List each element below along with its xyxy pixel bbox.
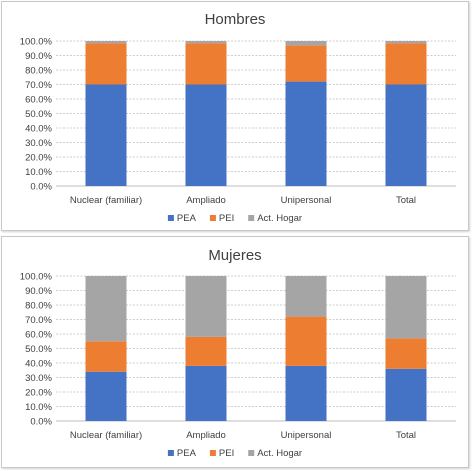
bar-act-hogar-ampliado [185, 276, 227, 337]
legend-item-pea: PEA [167, 448, 197, 459]
legend-item-pea: PEA [167, 213, 197, 224]
chart-panel-mujeres: Mujeres 0.0% 10.0% 20.0% 30.0% 40.0% 50.0% 60.0… [1, 236, 469, 468]
bar-pei-nuclear-familiar [85, 341, 127, 372]
y-tick-label: 60.0% [25, 95, 52, 106]
chart-title: Hombres [205, 11, 266, 28]
x-category-label: Total [396, 430, 416, 441]
bar-pei-total [385, 338, 427, 369]
y-tick-label: 40.0% [25, 124, 52, 135]
x-category-label: Ampliado [186, 195, 226, 206]
legend-item-act-hogar: Act. Hogar [248, 448, 302, 459]
bar-pea-nuclear-familiar [85, 371, 127, 421]
bar-act-hogar-unipersonal [285, 41, 327, 46]
y-tick-label: 100.0% [20, 272, 53, 283]
y-tick-label: 70.0% [25, 80, 52, 91]
y-tick-label: 0.0% [30, 182, 52, 193]
bar-pea-ampliado [185, 84, 227, 186]
y-tick-label: 10.0% [25, 167, 52, 178]
bar-act-hogar-nuclear-familiar [85, 276, 127, 342]
bar-act-hogar-ampliado [185, 41, 227, 44]
legend-item-act-hogar: Act. Hogar [248, 213, 302, 224]
legend-swatch [209, 450, 216, 456]
bar-pea-nuclear-familiar [85, 84, 127, 186]
y-tick-label: 70.0% [25, 315, 52, 326]
legend: PEA PEI Act. Hogar [167, 213, 302, 224]
y-tick-label: 90.0% [25, 286, 52, 297]
bar-act-hogar-nuclear-familiar [85, 41, 127, 44]
y-tick-label: 20.0% [25, 153, 52, 164]
y-tick-label: 50.0% [25, 109, 52, 120]
x-category-label: Nuclear (familiar) [70, 195, 142, 206]
legend-label: Act. Hogar [257, 448, 302, 459]
bar-pea-total [385, 84, 427, 186]
legend-swatch [209, 215, 216, 221]
legend-item-pei: PEI [209, 213, 234, 224]
legend: PEA PEI Act. Hogar [167, 448, 302, 459]
y-tick-label: 60.0% [25, 330, 52, 341]
x-category-label: Unipersonal [281, 195, 332, 206]
y-tick-label: 30.0% [25, 373, 52, 384]
bar-pei-ampliado [185, 336, 227, 366]
legend-swatch [248, 450, 255, 456]
legend-item-pei: PEI [209, 448, 234, 459]
legend-label: PEI [219, 448, 234, 459]
y-tick-label: 80.0% [25, 66, 52, 77]
bar-act-hogar-total [385, 41, 427, 44]
bar-pea-total [385, 368, 427, 421]
bar-act-hogar-total [385, 276, 427, 339]
y-tick-label: 40.0% [25, 359, 52, 370]
legend-label: PEA [177, 448, 197, 459]
y-tick-label: 30.0% [25, 138, 52, 149]
bar-pei-total [385, 43, 427, 85]
y-tick-label: 80.0% [25, 301, 52, 312]
legend-swatch [167, 450, 174, 456]
chart-panel-hombres: Hombres 0.0% 10.0% 20.0% 30.0% 40.0% 50.0% 60.0… [1, 1, 469, 231]
legend-swatch [167, 215, 174, 221]
y-tick-label: 20.0% [25, 388, 52, 399]
bar-pea-unipersonal [285, 365, 327, 421]
legend-label: PEA [177, 213, 197, 224]
y-tick-label: 0.0% [30, 417, 52, 428]
bar-pea-unipersonal [285, 81, 327, 186]
x-category-label: Ampliado [186, 430, 226, 441]
bar-pei-ampliado [185, 43, 227, 85]
y-tick-label: 10.0% [25, 402, 52, 413]
chart-hombres: Hombres 0.0% 10.0% 20.0% 30.0% 40.0% 50.0% 60.0… [20, 11, 456, 224]
bar-act-hogar-unipersonal [285, 276, 327, 317]
bar-pei-nuclear-familiar [85, 43, 127, 85]
x-category-label: Total [396, 195, 416, 206]
bar-pei-unipersonal [285, 45, 327, 82]
bar-pei-unipersonal [285, 316, 327, 366]
y-tick-label: 90.0% [25, 51, 52, 62]
x-category-label: Unipersonal [281, 430, 332, 441]
y-tick-label: 50.0% [25, 344, 52, 355]
legend-label: Act. Hogar [257, 213, 302, 224]
x-category-label: Nuclear (familiar) [70, 430, 142, 441]
chart-mujeres: Mujeres 0.0% 10.0% 20.0% 30.0% 40.0% 50.0% 60.0… [20, 247, 456, 459]
legend-label: PEI [219, 213, 234, 224]
legend-swatch [248, 215, 255, 221]
chart-title: Mujeres [208, 247, 261, 264]
y-tick-label: 100.0% [20, 37, 53, 48]
bar-pea-ampliado [185, 365, 227, 421]
